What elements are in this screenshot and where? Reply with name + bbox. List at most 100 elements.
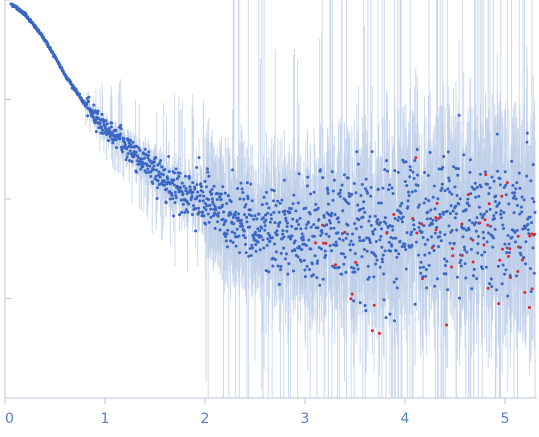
- data-point: [283, 209, 287, 213]
- data-point: [410, 190, 414, 194]
- data-point: [389, 249, 393, 253]
- data-point: [262, 195, 266, 199]
- data-point: [236, 187, 240, 191]
- data-point: [349, 239, 353, 243]
- data-point: [304, 244, 308, 247]
- data-point: [469, 247, 473, 251]
- data-point: [86, 114, 90, 118]
- data-point: [141, 165, 145, 169]
- data-point: [476, 251, 480, 255]
- data-point: [374, 254, 378, 258]
- data-point: [145, 164, 149, 168]
- data-point: [203, 201, 207, 205]
- data-point-flagged: [392, 212, 396, 216]
- data-point: [456, 173, 460, 177]
- data-point: [480, 253, 484, 257]
- data-point: [418, 266, 422, 270]
- data-point: [151, 182, 155, 186]
- data-point-flagged: [377, 331, 381, 335]
- data-point: [232, 222, 236, 226]
- data-point: [261, 216, 265, 220]
- data-point: [251, 246, 255, 250]
- data-point: [262, 246, 266, 250]
- data-point: [216, 220, 220, 224]
- data-point: [405, 231, 409, 235]
- data-point: [364, 177, 368, 181]
- data-point: [523, 226, 527, 230]
- data-point: [403, 180, 407, 184]
- data-point: [290, 224, 294, 228]
- data-point: [443, 189, 447, 193]
- data-point: [289, 207, 293, 211]
- data-point: [329, 226, 333, 230]
- data-point: [448, 190, 452, 194]
- data-point: [218, 228, 222, 232]
- data-point: [338, 194, 342, 198]
- data-point: [282, 235, 286, 239]
- data-point: [265, 243, 269, 247]
- data-point: [207, 220, 211, 224]
- data-point: [394, 249, 398, 253]
- data-point: [531, 197, 535, 201]
- data-point: [325, 186, 329, 190]
- data-point: [341, 209, 345, 213]
- data-point: [510, 159, 514, 163]
- data-point: [388, 312, 392, 316]
- data-point: [331, 189, 335, 193]
- data-point: [378, 265, 382, 269]
- data-point-flagged: [497, 302, 501, 306]
- data-point: [297, 223, 301, 227]
- data-point: [202, 214, 206, 218]
- data-point: [426, 173, 430, 177]
- data-point: [335, 243, 339, 247]
- data-point: [291, 202, 295, 206]
- data-point: [135, 144, 139, 148]
- data-point: [454, 167, 458, 171]
- data-point: [108, 129, 112, 133]
- data-point: [279, 268, 283, 272]
- data-point: [359, 207, 363, 211]
- data-point: [163, 180, 167, 184]
- data-point: [212, 211, 216, 215]
- data-point: [315, 261, 319, 265]
- data-point: [426, 238, 430, 242]
- data-point-flagged: [498, 258, 502, 262]
- data-point: [374, 240, 378, 244]
- data-point: [263, 228, 267, 232]
- data-point: [348, 243, 352, 247]
- data-point: [438, 212, 442, 216]
- data-point: [316, 226, 320, 230]
- data-point: [466, 202, 470, 206]
- data-point: [353, 252, 357, 256]
- data-point: [408, 175, 412, 179]
- data-point: [516, 203, 520, 207]
- data-point: [147, 150, 151, 154]
- data-point: [513, 191, 517, 195]
- data-point: [356, 267, 360, 271]
- data-point: [515, 228, 519, 232]
- data-point: [416, 183, 420, 187]
- data-point: [255, 217, 259, 221]
- data-point: [305, 264, 309, 268]
- data-point: [473, 187, 477, 191]
- data-point: [225, 202, 229, 206]
- data-point: [341, 252, 345, 256]
- data-point-flagged: [460, 222, 464, 226]
- data-point: [493, 227, 497, 231]
- data-point-flagged: [322, 241, 326, 245]
- data-point: [295, 219, 299, 223]
- data-point: [376, 187, 380, 191]
- data-point: [296, 255, 300, 259]
- data-point: [447, 176, 451, 180]
- data-point: [174, 167, 178, 171]
- data-point: [468, 170, 472, 174]
- data-point: [392, 319, 396, 323]
- data-point: [97, 126, 101, 130]
- data-point: [280, 198, 284, 202]
- data-point: [365, 189, 369, 193]
- data-point: [387, 240, 391, 244]
- data-point: [146, 167, 150, 171]
- data-point: [398, 204, 402, 208]
- data-point: [395, 277, 399, 281]
- data-point: [194, 229, 198, 233]
